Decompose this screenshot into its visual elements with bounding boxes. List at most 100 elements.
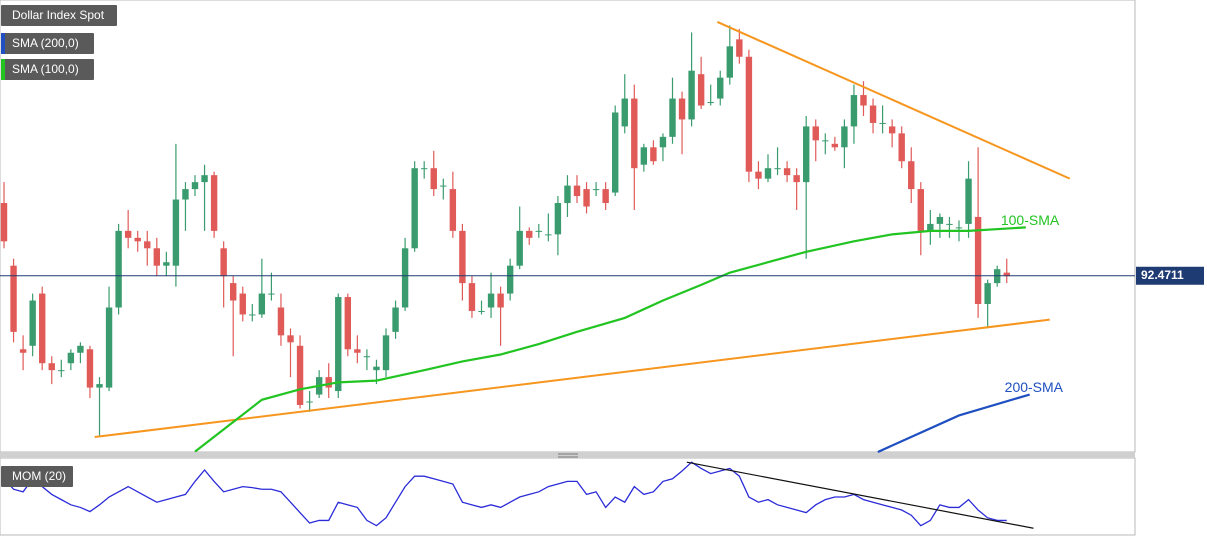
candle-body bbox=[239, 293, 246, 315]
candle-body bbox=[10, 265, 17, 332]
trend-line bbox=[94, 318, 1050, 439]
legend-swatch bbox=[1, 59, 5, 80]
candle-body bbox=[124, 230, 132, 238]
candle-body bbox=[67, 352, 75, 364]
candle-body bbox=[736, 39, 743, 57]
candle-body bbox=[105, 307, 113, 388]
title-text: Dollar Index Spot bbox=[12, 8, 105, 22]
candle-body bbox=[860, 95, 867, 106]
candle-body bbox=[917, 189, 924, 231]
legend-text: SMA (200,0) bbox=[12, 36, 79, 50]
candle-body bbox=[144, 241, 151, 249]
candle-body bbox=[382, 335, 390, 371]
candle-body bbox=[506, 265, 514, 294]
candle-body bbox=[230, 283, 237, 301]
candle-body bbox=[191, 182, 199, 190]
candle-body bbox=[592, 189, 600, 191]
candle-body bbox=[726, 46, 733, 78]
candle-body bbox=[802, 126, 810, 183]
candle-body bbox=[659, 136, 667, 148]
candle-body bbox=[344, 297, 352, 350]
candle-body bbox=[29, 300, 36, 346]
candle-body bbox=[879, 122, 886, 124]
candle-body bbox=[554, 203, 562, 235]
sma-line bbox=[877, 393, 1030, 454]
mom-legend-text: MOM (20) bbox=[12, 469, 66, 483]
candle-body bbox=[430, 168, 437, 190]
trend-line bbox=[686, 461, 1034, 529]
candle-body bbox=[564, 185, 571, 204]
candle-body bbox=[220, 248, 227, 277]
candle-body bbox=[755, 171, 762, 179]
candle-body bbox=[258, 293, 266, 315]
candle-body bbox=[58, 370, 65, 372]
candle-body bbox=[612, 112, 619, 193]
legend-text: SMA (100,0) bbox=[12, 62, 79, 76]
candle-body bbox=[354, 349, 361, 353]
candle-body bbox=[363, 356, 371, 358]
candle-body bbox=[850, 95, 858, 127]
candle-body bbox=[526, 230, 533, 238]
last-price-label: 92.4711 bbox=[1141, 268, 1184, 282]
candle-body bbox=[936, 216, 944, 224]
candle-body bbox=[401, 248, 409, 308]
candle-body bbox=[468, 283, 476, 311]
candle-body bbox=[411, 168, 418, 249]
candle-body bbox=[535, 230, 543, 232]
candle-body bbox=[583, 189, 590, 207]
candle-body bbox=[487, 293, 495, 308]
candle-body bbox=[306, 401, 313, 403]
candle-body bbox=[287, 335, 294, 343]
candle-body bbox=[908, 161, 915, 190]
mom-legend-box bbox=[1, 466, 73, 487]
candle-body bbox=[0, 203, 8, 242]
candle-body bbox=[717, 77, 724, 99]
candle-body bbox=[841, 126, 848, 148]
candle-body bbox=[621, 98, 628, 127]
candle-body bbox=[793, 175, 800, 183]
candle-body bbox=[974, 216, 982, 305]
candle-body bbox=[764, 168, 772, 179]
legend-box bbox=[1, 33, 94, 54]
candle-body bbox=[325, 377, 332, 388]
candle-body bbox=[774, 168, 781, 170]
candle-body bbox=[163, 262, 170, 266]
candle-body bbox=[153, 248, 161, 266]
candle-body bbox=[48, 363, 55, 371]
candle-body bbox=[965, 178, 972, 224]
trend-line bbox=[716, 21, 1071, 180]
candle-body bbox=[927, 223, 934, 231]
legend-box bbox=[1, 59, 94, 80]
candle-body bbox=[1003, 272, 1010, 277]
candle-body bbox=[650, 147, 657, 162]
labels: 200-SMA 100-SMA 92.4711 Dollar Index Spot SM… bbox=[1, 5, 1204, 487]
candle-body bbox=[697, 74, 705, 106]
candle-body bbox=[573, 185, 581, 197]
candle-body bbox=[984, 283, 991, 305]
candle-body bbox=[210, 175, 218, 231]
candle-body bbox=[335, 297, 342, 392]
candle-body bbox=[602, 189, 609, 204]
candle-body bbox=[172, 199, 180, 266]
mom-line bbox=[3, 461, 1007, 527]
candle-body bbox=[115, 230, 122, 308]
candle-body bbox=[888, 126, 896, 134]
candle-body bbox=[449, 189, 457, 231]
candle-body bbox=[440, 185, 447, 187]
candle-body bbox=[86, 349, 94, 388]
candle-body bbox=[497, 293, 504, 308]
candle-body bbox=[249, 314, 256, 316]
candle-body bbox=[707, 102, 714, 104]
candle-body bbox=[946, 223, 953, 225]
candle-body bbox=[39, 293, 46, 364]
candle-body bbox=[277, 307, 285, 336]
candle-body bbox=[669, 98, 676, 137]
legend-swatch bbox=[1, 33, 5, 54]
candle-body bbox=[678, 98, 686, 120]
candle-body bbox=[268, 293, 275, 295]
candle-body bbox=[631, 98, 638, 169]
candle-body bbox=[459, 230, 466, 284]
candle-body bbox=[831, 143, 839, 148]
